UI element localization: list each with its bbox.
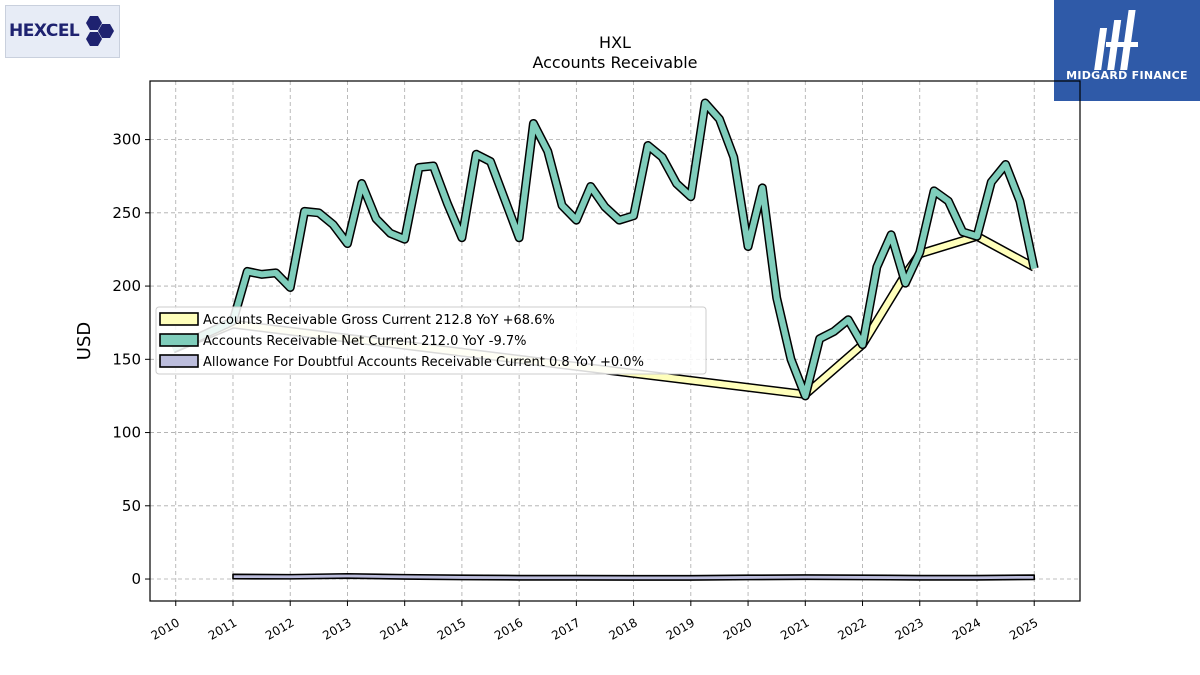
legend-entry-label: Accounts Receivable Net Current 212.0 Yo… [203,334,526,349]
legend-swatch [159,312,199,326]
x-tick-label: 2025 [1007,615,1040,642]
y-tick-label: 200 [112,277,141,295]
plot-frame [149,80,1081,602]
x-tick-label: 2013 [320,615,353,642]
legend-swatch [159,354,199,368]
x-tick-label: 2017 [549,615,582,642]
midgard-emblem-icon [1094,10,1138,70]
x-tick-label: 2024 [950,615,983,642]
x-tick-label: 2020 [721,615,754,642]
x-tick-label: 2018 [606,615,639,642]
midgard-finance-logo: MIDGARD FINANCE [1054,0,1200,101]
legend: Accounts Receivable Gross Current 212.8 … [155,306,707,375]
x-tick-label: 2022 [835,615,868,642]
y-tick-label: 300 [112,131,141,149]
x-tick-label: 2023 [893,615,926,642]
chart-subtitle: Accounts Receivable [532,53,697,72]
series-allowance-band [232,572,1036,581]
hexcel-logo: HEXCEL [5,5,120,58]
legend-swatch [159,333,199,347]
y-tick-label: 100 [112,424,141,442]
hexagon-cluster-icon [86,16,114,46]
chart-title: HXL [599,33,631,52]
x-tick-label: 2016 [492,615,525,642]
y-tick-label: 0 [131,570,141,588]
x-tick-label: 2011 [206,615,239,642]
legend-entry-label: Accounts Receivable Gross Current 212.8 … [203,313,555,328]
x-tick-label: 2012 [263,615,296,642]
x-tick-label: 2021 [778,615,811,642]
legend-box [155,306,707,375]
series-layer [171,98,1039,581]
x-tick-label: 2010 [149,615,182,642]
y-tick-label: 50 [122,497,141,515]
y-axis-label: USD [74,322,95,360]
x-tick-label: 2014 [378,615,411,642]
series-net-line [171,99,1038,399]
x-tick-label: 2015 [435,615,468,642]
y-tick-label: 250 [112,204,141,222]
hexcel-logo-text: HEXCEL [9,21,80,41]
legend-entry-label: Allowance For Doubtful Accounts Receivab… [203,355,644,370]
y-tick-label: 150 [112,350,141,368]
x-tick-label: 2019 [664,615,697,642]
midgard-finance-logo-text: MIDGARD FINANCE [1066,69,1188,82]
